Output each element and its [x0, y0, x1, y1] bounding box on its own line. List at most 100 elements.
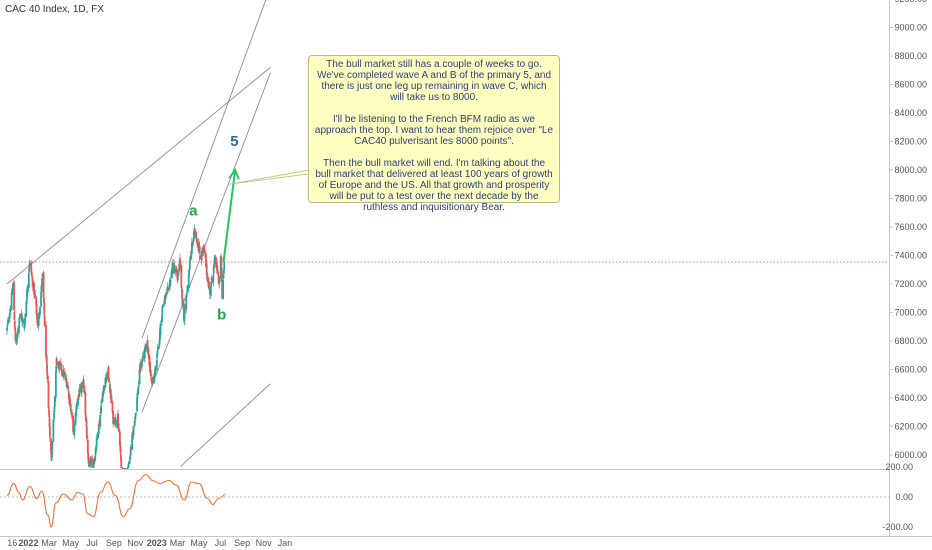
candle-body [8, 318, 11, 320]
candle-body [31, 278, 34, 287]
candle-body [190, 242, 193, 254]
candle-body [166, 287, 169, 289]
candle-body [74, 413, 77, 425]
candle-body [223, 261, 226, 271]
candle-body [190, 251, 193, 259]
candle-body [99, 414, 102, 427]
candle-body [209, 286, 212, 297]
candle-body [221, 280, 224, 299]
candle-body [111, 401, 114, 412]
candle-body [147, 347, 149, 348]
candle-body [117, 428, 120, 432]
candle-body [156, 353, 158, 359]
candle-body [45, 355, 48, 364]
candle-body [137, 387, 140, 395]
candle-body [220, 256, 223, 266]
candle-body [136, 393, 139, 399]
candle-body [13, 281, 15, 311]
candle-body [28, 261, 31, 263]
candle-body [92, 463, 95, 468]
y-tick-label: 7000.00 [894, 308, 927, 318]
candle-body [41, 277, 44, 287]
candle-body [103, 385, 105, 390]
candle-body [54, 371, 57, 398]
candle-body [118, 431, 121, 445]
y-tick-label: 6000.00 [894, 450, 927, 460]
candle-body [138, 368, 141, 385]
candle-body [44, 324, 46, 327]
candle-body [152, 380, 155, 384]
candle-body [173, 269, 176, 274]
candle-body [23, 326, 26, 329]
osc-line [6, 473, 226, 528]
candle-body [34, 293, 37, 298]
candle-body [212, 268, 215, 274]
candle-body [117, 413, 119, 422]
candle-body [105, 374, 108, 381]
candle-body [149, 370, 152, 377]
candle-body [40, 286, 43, 288]
candle-body [129, 447, 132, 455]
candle-body [11, 287, 14, 293]
candle-body [170, 271, 173, 278]
candle-body [108, 378, 110, 383]
candle-body [141, 359, 144, 362]
candle-body [179, 260, 182, 267]
candle-body [61, 374, 64, 376]
candle-body [119, 445, 122, 454]
candle-body [48, 425, 51, 438]
candle-body [153, 373, 156, 377]
x-tick-label: Sep [106, 538, 122, 548]
candle-body [205, 253, 207, 267]
candle-body [16, 333, 19, 341]
candle-body [24, 313, 27, 318]
candle-body [48, 410, 51, 418]
candle-body [79, 386, 82, 390]
candle-body [53, 395, 56, 407]
candle-body [174, 268, 177, 273]
candle-body [53, 411, 56, 418]
candle-body [191, 242, 194, 247]
note-paragraph-1: The bull market still has a couple of we… [316, 59, 552, 103]
candle-body [185, 297, 188, 310]
wave-label-5: 5 [230, 133, 238, 150]
candle-body [22, 320, 25, 324]
candle-body [220, 267, 223, 282]
trend-line [141, 72, 271, 413]
candle-body [97, 424, 100, 435]
candle-body [128, 461, 131, 464]
candle-body [175, 269, 178, 272]
candle-body [127, 465, 130, 467]
candle-body [46, 364, 48, 374]
candle-body [164, 295, 167, 300]
candle-body [163, 299, 166, 304]
candle-body [41, 273, 44, 277]
y-tick-label: 9200.00 [894, 0, 927, 4]
candle-body [14, 329, 17, 341]
x-tick-label: Nov [127, 538, 144, 548]
candle-body [26, 287, 29, 289]
candle-body [40, 292, 42, 307]
candle-body [154, 368, 157, 372]
candle-body [211, 280, 214, 283]
candle-body [29, 263, 32, 264]
candle-body [161, 306, 164, 316]
candle-body [9, 309, 12, 311]
candle-body [6, 328, 8, 331]
candle-body [100, 400, 103, 404]
annotation-note[interactable]: The bull market still has a couple of we… [308, 55, 560, 213]
candle-body [208, 288, 211, 295]
candle-body [188, 261, 191, 270]
candle-body [65, 379, 68, 381]
candle-body [215, 262, 218, 267]
candle-body [141, 360, 143, 367]
y-tick-label: 7600.00 [894, 222, 927, 232]
candle-body [80, 385, 83, 387]
candle-body [217, 276, 220, 284]
candle-body [19, 314, 22, 316]
wave-label-a: a [189, 203, 198, 220]
candle-body [125, 468, 128, 469]
candle-body [93, 459, 96, 465]
candle-body [18, 324, 20, 333]
candle-body [68, 395, 71, 405]
